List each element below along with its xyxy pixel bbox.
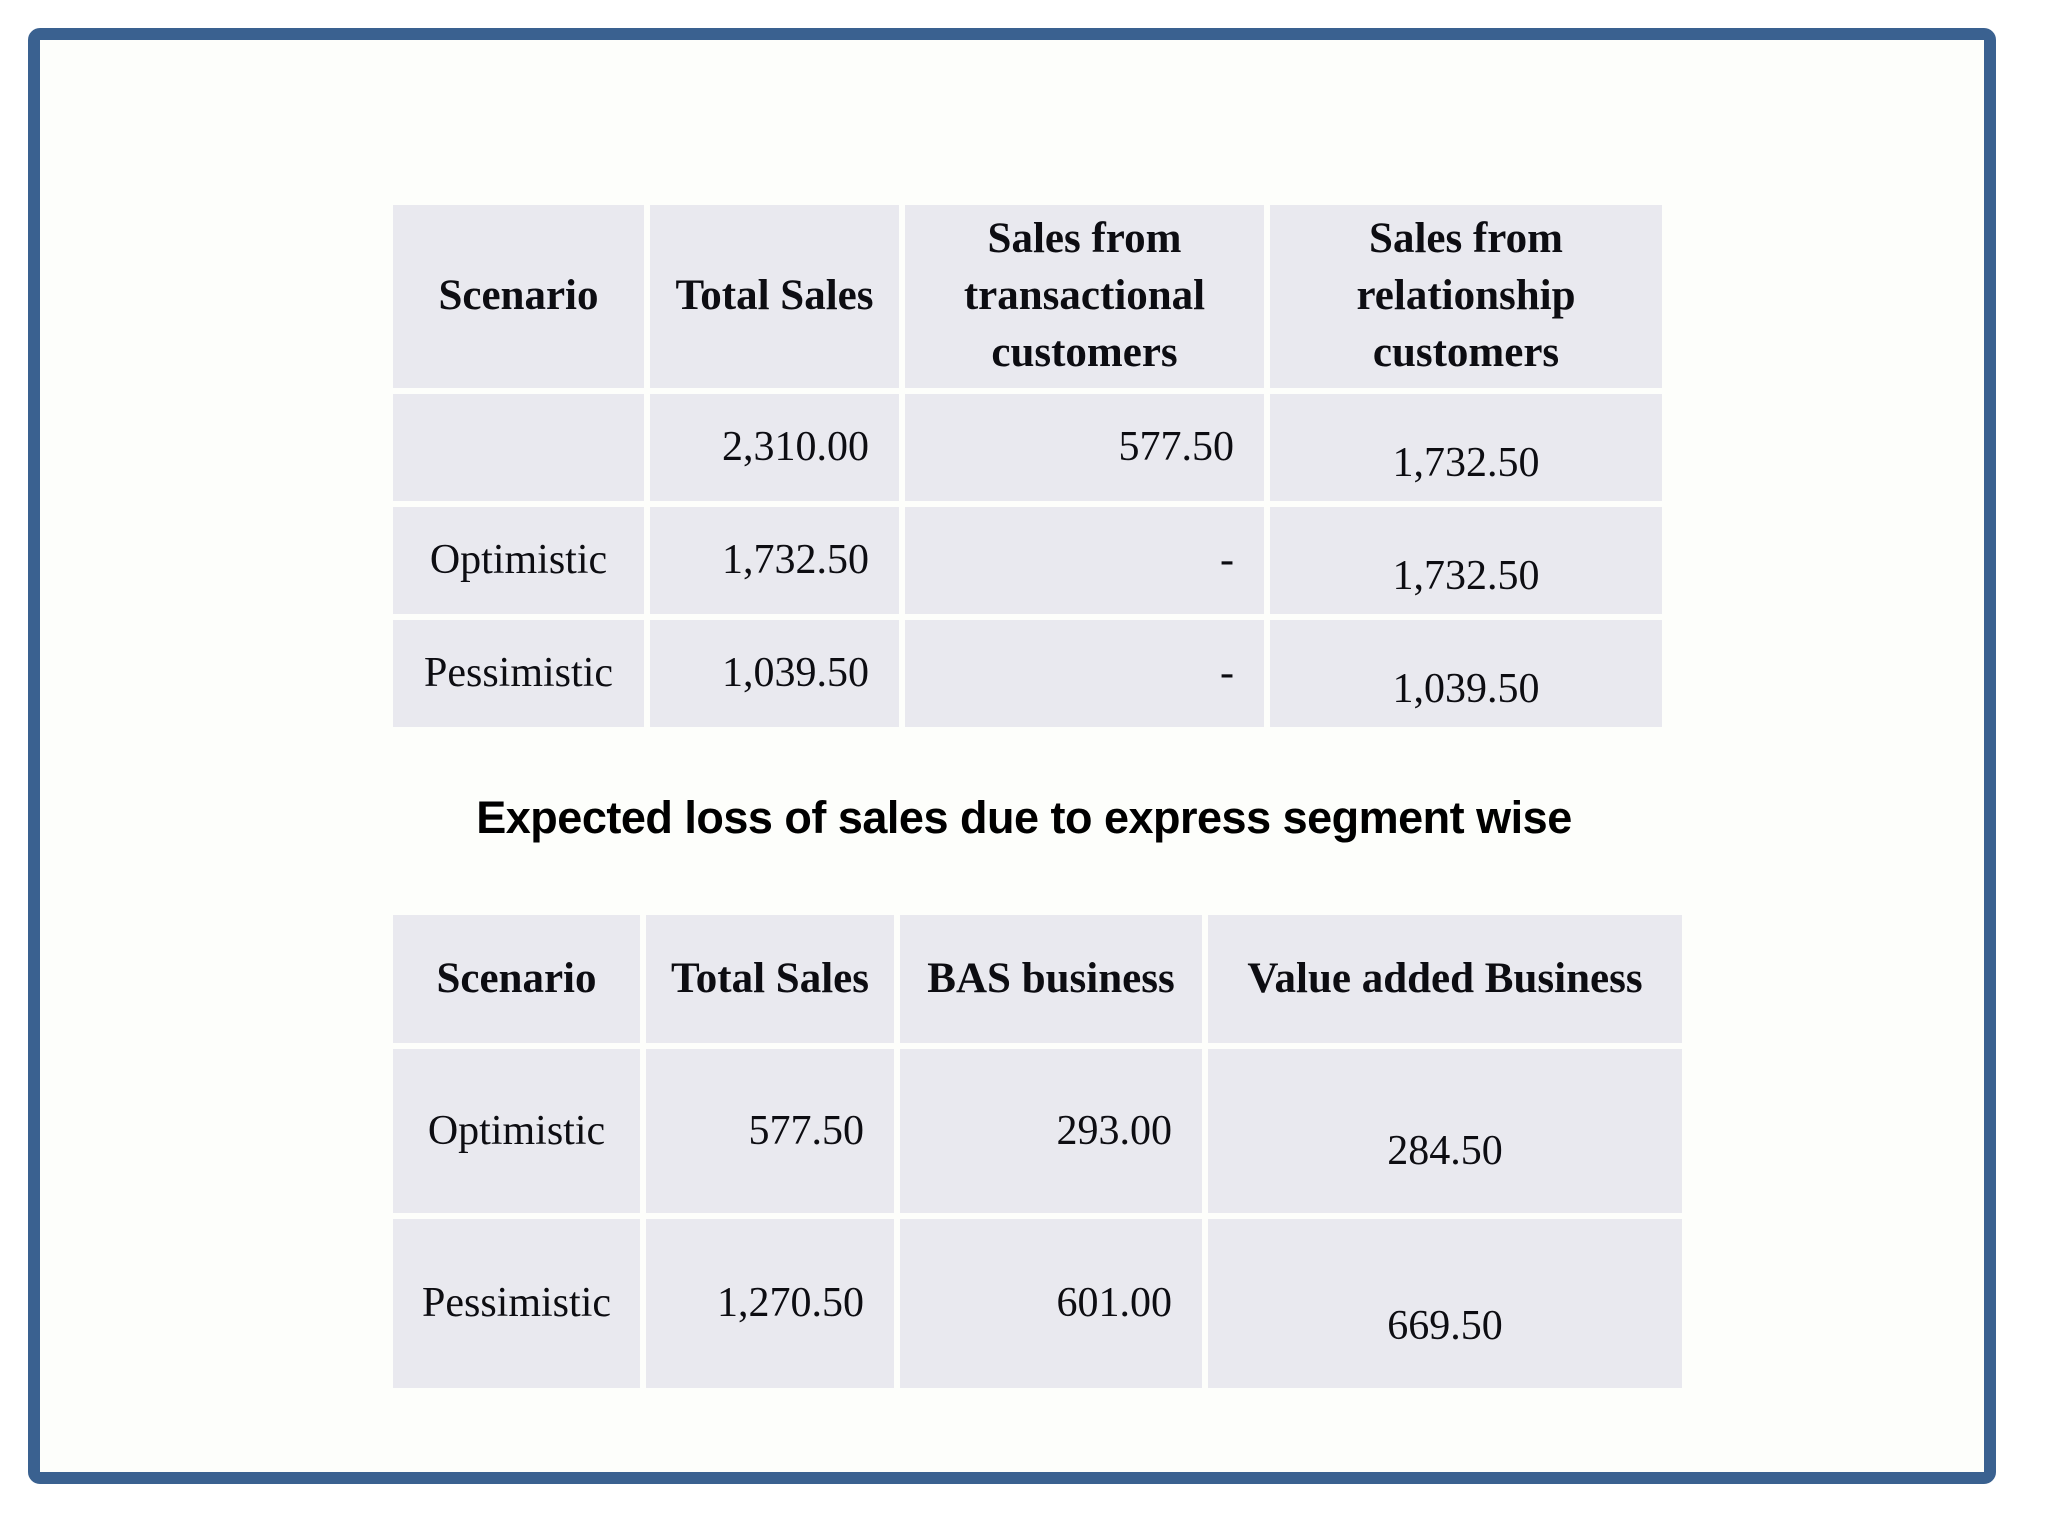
t2-r1-total-sales: 1,270.50 [646,1219,894,1388]
t1-header-total-sales: Total Sales [650,205,899,388]
t2-r0-total-sales: 577.50 [646,1049,894,1213]
t2-header-value-added: Value added Business [1208,915,1682,1043]
t1-r1-transactional: - [905,507,1264,614]
t2-r1-value-added: 669.50 [1208,1219,1682,1388]
expected-loss-segment-table: Scenario Total Sales BAS business Value … [393,915,1682,1388]
t1-r2-total-sales: 1,039.50 [650,620,899,727]
t2-r1-scenario: Pessimistic [393,1219,640,1388]
sales-by-customer-type-table: Scenario Total Sales Sales from transact… [393,205,1662,727]
t1-r0-total-sales: 2,310.00 [650,394,899,501]
t1-r2-relationship: 1,039.50 [1270,620,1662,727]
t1-r2-scenario: Pessimistic [393,620,644,727]
t2-r0-value-added: 284.50 [1208,1049,1682,1213]
t1-r1-scenario: Optimistic [393,507,644,614]
t2-header-bas-business: BAS business [900,915,1202,1043]
t2-header-scenario: Scenario [393,915,640,1043]
t2-r0-bas-business: 293.00 [900,1049,1202,1213]
t1-r0-transactional: 577.50 [905,394,1264,501]
t1-header-scenario: Scenario [393,205,644,388]
t2-header-total-sales: Total Sales [646,915,894,1043]
t2-r0-scenario: Optimistic [393,1049,640,1213]
t2-r1-bas-business: 601.00 [900,1219,1202,1388]
t1-r2-transactional: - [905,620,1264,727]
t1-r0-relationship: 1,732.50 [1270,394,1662,501]
t1-header-transactional: Sales from transactional customers [905,205,1264,388]
t1-header-relationship: Sales from relationship customers [1270,205,1662,388]
t1-r1-relationship: 1,732.50 [1270,507,1662,614]
section-title: Expected loss of sales due to express se… [476,792,1572,843]
t1-r1-total-sales: 1,732.50 [650,507,899,614]
t1-r0-scenario [393,394,644,501]
